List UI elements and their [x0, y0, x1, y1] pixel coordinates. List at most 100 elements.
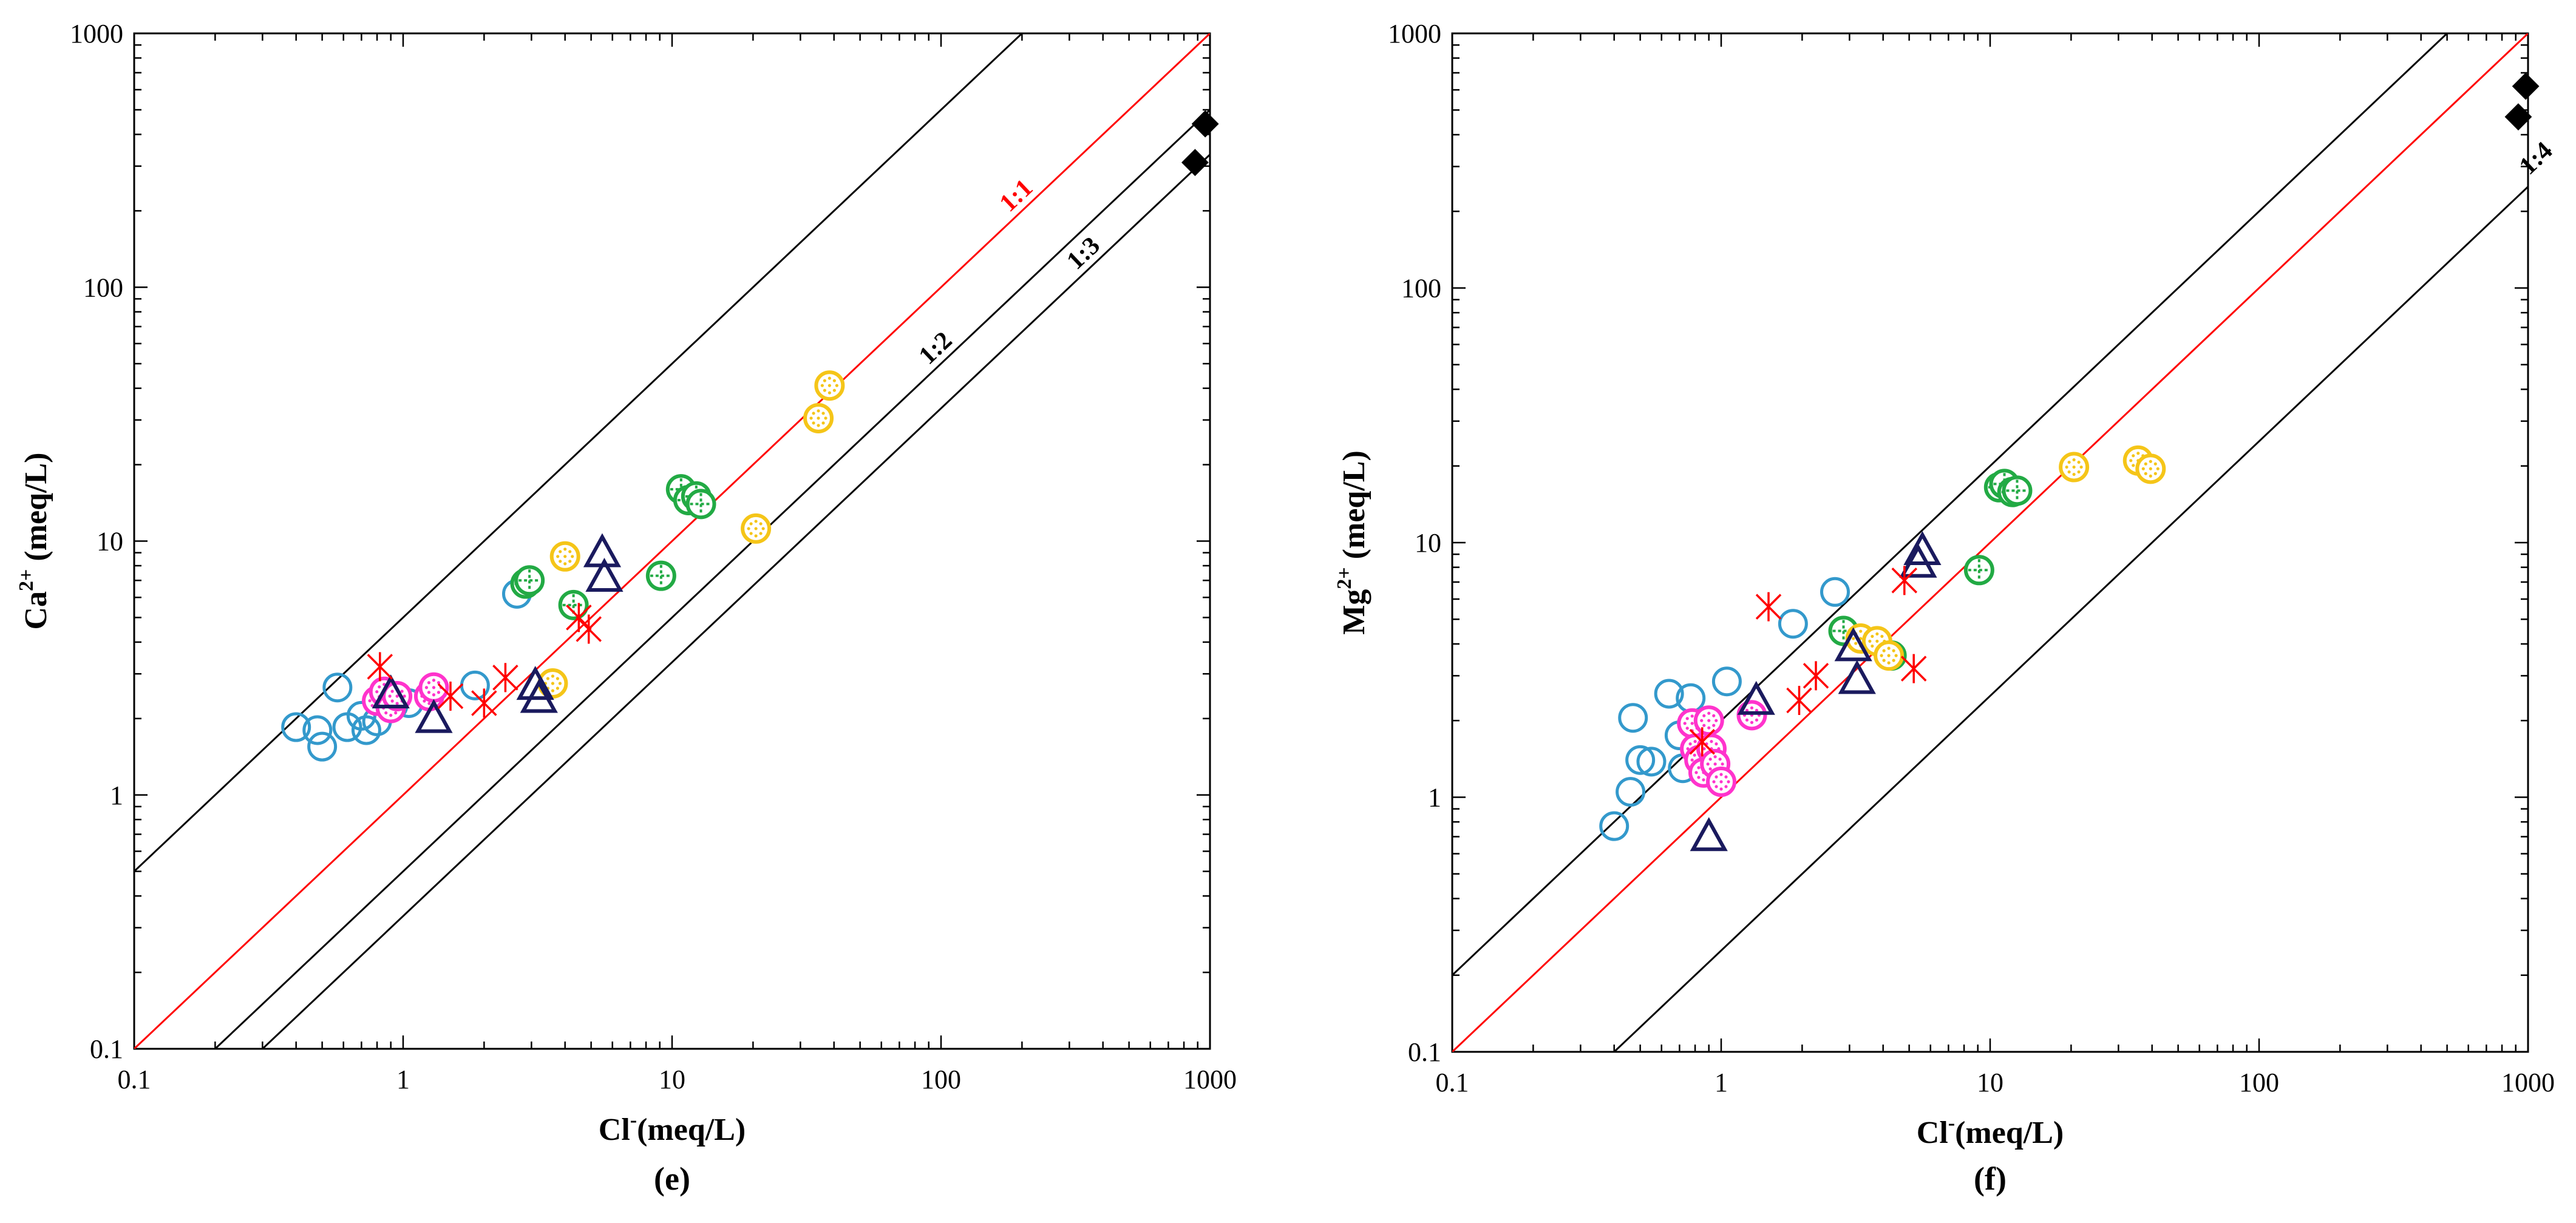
x-tick-label: 0.1 [118, 1065, 151, 1094]
data-point-circle [1654, 679, 1684, 709]
data-point-triangle [1834, 627, 1872, 662]
data-point-dotted-circle [1693, 705, 1724, 736]
data-point-circle [1618, 703, 1648, 733]
data-point-diamond [1181, 149, 1209, 177]
data-point-circle [1778, 609, 1808, 639]
data-point-hatched-circle [1963, 555, 1994, 586]
series-navy-triangles [372, 533, 624, 733]
data-point-star [1786, 686, 1812, 716]
ratio-line-5-1 [134, 33, 1024, 872]
y-axis-title: Ca2+ (meq/L) [15, 452, 53, 629]
y-tick-label: 100 [83, 273, 123, 302]
series-green-hatched-circles [510, 474, 716, 620]
panel-label: (f) [1974, 1160, 2007, 1197]
data-point-circle [1636, 747, 1667, 777]
chart-panel-f: 0.111010010000.111010010002:11:11:4Cl-(m… [1333, 19, 2558, 1197]
data-point-circle [322, 672, 353, 703]
data-point-star [1689, 727, 1715, 757]
data-point-circle [1625, 745, 1656, 775]
y-tick-label: 1000 [1388, 19, 1441, 49]
data-point-star [367, 652, 393, 682]
data-point-star [1900, 654, 1927, 683]
data-point-triangle [520, 679, 558, 713]
data-point-star [1755, 592, 1782, 622]
data-point-circle [351, 715, 381, 745]
data-point-star [471, 688, 497, 718]
data-point-triangle [372, 674, 410, 709]
data-point-hatched-circle [2002, 475, 2033, 506]
data-point-star [1803, 661, 1829, 691]
data-point-star [566, 603, 592, 632]
y-tick-label: 1 [1428, 783, 1441, 813]
data-point-dotted-circle [803, 402, 834, 433]
data-point-circle [307, 731, 338, 762]
y-tick-label: 1000 [70, 19, 123, 49]
data-point-dotted-circle [2135, 453, 2166, 484]
data-point-triangle [1737, 680, 1775, 715]
ratio-line-1-3 [261, 154, 1210, 1049]
ratio-line-1-4 [1613, 186, 2528, 1052]
ratio-lines [1452, 33, 2528, 1052]
data-point-hatched-circle [685, 489, 716, 520]
data-point-triangle [516, 666, 554, 700]
series-red-stars [1689, 566, 1927, 757]
data-point-dotted-circle [741, 513, 772, 544]
series-navy-triangles [1690, 531, 1942, 852]
x-tick-label: 0.1 [1436, 1068, 1469, 1097]
series-seawater-diamonds [2504, 72, 2540, 130]
data-point-circle [302, 715, 333, 745]
y-tick-label: 100 [1401, 274, 1441, 303]
ratio-line-1-1 [1452, 33, 2528, 1052]
data-point-dotted-circle [1736, 700, 1767, 731]
data-point-diamond [2504, 103, 2532, 130]
data-point-dotted-circle [2059, 452, 2090, 483]
data-point-circle [346, 700, 376, 731]
data-point-circle [1616, 777, 1646, 807]
data-point-dotted-circle [549, 541, 580, 572]
data-point-dotted-circle [1874, 640, 1905, 671]
data-point-triangle [1838, 660, 1876, 694]
series-light-blue-circles [281, 578, 532, 762]
data-point-hatched-circle [514, 565, 545, 596]
x-tick-label: 10 [1977, 1068, 2003, 1097]
series-light-blue-circles [1599, 577, 1850, 841]
ratio-label-1-1: 1:1 [994, 174, 1038, 217]
axis-ticks [133, 33, 1210, 1050]
series-yellow-dotted-circles [1845, 445, 2166, 671]
x-axis-title: Cl-(meq/L) [1917, 1112, 2064, 1150]
data-point-triangle [583, 533, 622, 567]
data-point-star [1891, 566, 1918, 595]
x-axis-title: Cl-(meq/L) [599, 1109, 746, 1147]
data-point-triangle [415, 699, 453, 733]
ratio-label-1-4: 1:4 [2514, 137, 2558, 180]
series-pink-dotted-circles [362, 672, 449, 723]
x-tick-label: 1000 [1183, 1065, 1237, 1094]
ratio-line-1-1 [134, 33, 1210, 1049]
data-point-triangle [585, 557, 624, 592]
data-point-star [576, 614, 602, 644]
chart-panel-e: 0.111010010000.111010010005:11:11:21:3Cl… [15, 19, 1237, 1197]
y-tick-label: 0.1 [90, 1034, 123, 1064]
data-point-star [437, 681, 464, 711]
data-point-dotted-circle [1706, 767, 1736, 798]
y-axis-title: Mg2+ (meq/L) [1333, 450, 1371, 635]
ratio-lines [134, 33, 1210, 1049]
series-yellow-dotted-circles [537, 370, 845, 699]
series-seawater-diamonds [1181, 110, 1219, 177]
panel-label: (e) [654, 1160, 690, 1197]
y-tick-label: 10 [1415, 528, 1441, 558]
data-point-triangle [1690, 817, 1728, 852]
ratio-label-1-3: 1:3 [1062, 231, 1106, 275]
data-point-star [492, 663, 518, 693]
ratio-label-1-2: 1:2 [914, 327, 957, 370]
data-point-circle [1711, 666, 1742, 697]
series-pink-dotted-circles [1677, 700, 1767, 798]
data-point-hatched-circle [645, 560, 676, 591]
data-point-circle [281, 712, 311, 742]
data-point-dotted-circle [814, 370, 845, 401]
data-point-circle [1820, 577, 1850, 607]
x-tick-label: 10 [659, 1065, 685, 1094]
x-tick-label: 100 [2239, 1068, 2279, 1097]
data-point-diamond [1191, 110, 1219, 138]
y-tick-label: 0.1 [1408, 1037, 1441, 1067]
